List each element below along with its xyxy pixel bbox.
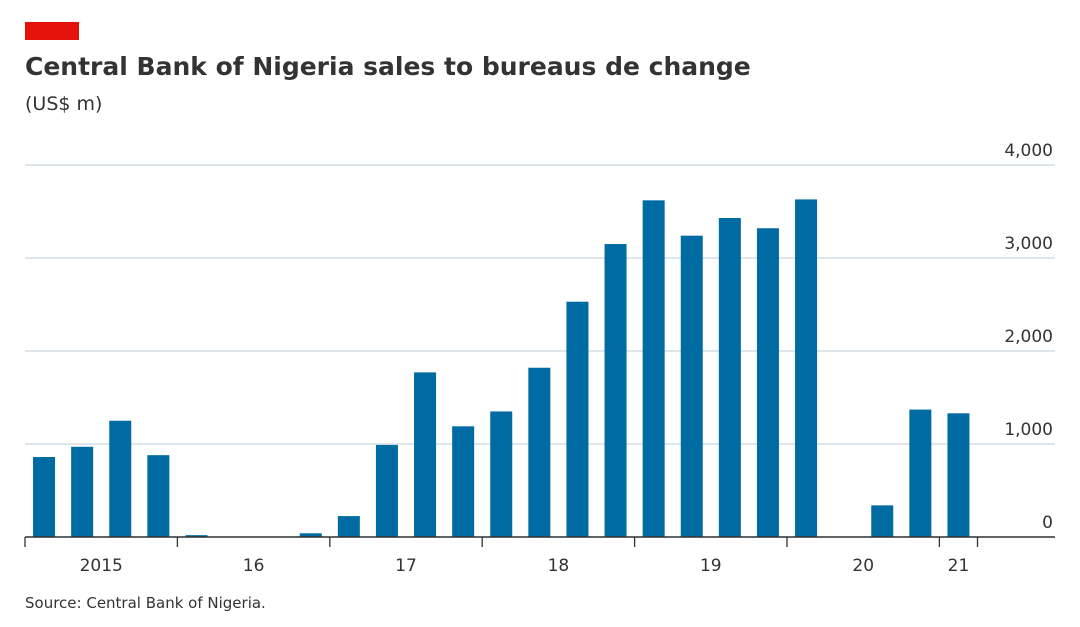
- y-tick-label: 4,000: [1004, 141, 1053, 161]
- x-tick-label: 2015: [80, 556, 123, 576]
- bar: [871, 505, 894, 537]
- bar: [909, 409, 932, 537]
- bar: [414, 372, 437, 537]
- bar: [490, 411, 513, 537]
- y-tick-label: 0: [1042, 513, 1053, 533]
- brand-bar: [25, 22, 79, 40]
- bar: [185, 535, 208, 537]
- y-tick-label: 1,000: [1004, 420, 1053, 440]
- bar: [795, 199, 818, 537]
- bar: [375, 444, 398, 537]
- y-tick-label: 3,000: [1004, 234, 1053, 254]
- bar: [452, 426, 475, 537]
- bar: [680, 235, 703, 537]
- chart-title: Central Bank of Nigeria sales to bureaus…: [25, 52, 751, 81]
- bar: [756, 228, 779, 538]
- bar: [147, 455, 170, 537]
- bar: [337, 516, 360, 537]
- bar: [642, 200, 665, 537]
- x-tick-label: 21: [948, 556, 970, 576]
- bar: [947, 413, 970, 537]
- x-tick-label: 17: [395, 556, 417, 576]
- bar: [71, 446, 94, 537]
- x-tick-label: 18: [548, 556, 570, 576]
- bar: [604, 244, 627, 538]
- bar: [566, 301, 589, 537]
- source: Source: Central Bank of Nigeria.: [25, 594, 266, 612]
- x-tick-label: 20: [852, 556, 874, 576]
- chart-subtitle: (US$ m): [25, 93, 102, 115]
- x-tick-label: 16: [243, 556, 265, 576]
- bar: [33, 457, 56, 537]
- y-tick-label: 2,000: [1004, 327, 1053, 347]
- bar: [299, 533, 322, 537]
- x-tick-label: 19: [700, 556, 722, 576]
- bar: [718, 218, 741, 537]
- bar: [528, 367, 551, 537]
- bar: [109, 420, 132, 537]
